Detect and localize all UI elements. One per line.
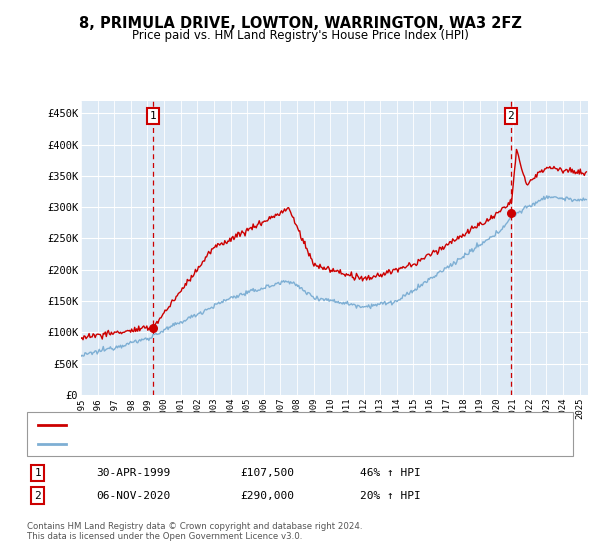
Text: Contains HM Land Registry data © Crown copyright and database right 2024.
This d: Contains HM Land Registry data © Crown c… — [27, 522, 362, 542]
Text: 1: 1 — [34, 468, 41, 478]
Text: HPI: Average price, detached house, Wigan: HPI: Average price, detached house, Wiga… — [73, 439, 314, 449]
Text: 1: 1 — [149, 111, 157, 121]
Text: £107,500: £107,500 — [240, 468, 294, 478]
Text: 2: 2 — [508, 111, 514, 121]
Text: 06-NOV-2020: 06-NOV-2020 — [96, 491, 170, 501]
Text: 8, PRIMULA DRIVE, LOWTON, WARRINGTON, WA3 2FZ (detached house): 8, PRIMULA DRIVE, LOWTON, WARRINGTON, WA… — [73, 420, 437, 430]
Text: Price paid vs. HM Land Registry's House Price Index (HPI): Price paid vs. HM Land Registry's House … — [131, 29, 469, 42]
Text: £290,000: £290,000 — [240, 491, 294, 501]
Text: 46% ↑ HPI: 46% ↑ HPI — [360, 468, 421, 478]
Text: 8, PRIMULA DRIVE, LOWTON, WARRINGTON, WA3 2FZ: 8, PRIMULA DRIVE, LOWTON, WARRINGTON, WA… — [79, 16, 521, 31]
Text: 30-APR-1999: 30-APR-1999 — [96, 468, 170, 478]
Text: 2: 2 — [34, 491, 41, 501]
Text: 20% ↑ HPI: 20% ↑ HPI — [360, 491, 421, 501]
